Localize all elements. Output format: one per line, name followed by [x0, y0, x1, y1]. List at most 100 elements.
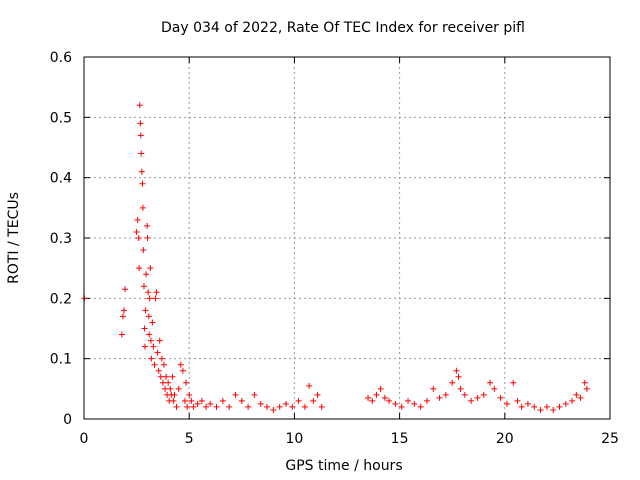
data-point: [171, 391, 178, 398]
data-point: [137, 120, 144, 127]
data-point: [146, 295, 153, 302]
data-point: [181, 397, 188, 404]
data-point: [531, 403, 538, 410]
data-point: [140, 247, 147, 254]
data-point: [151, 361, 158, 368]
data-point: [238, 397, 245, 404]
data-point: [139, 204, 146, 211]
y-tick-label: 0.5: [50, 110, 72, 126]
data-point: [301, 403, 308, 410]
data-point: [264, 403, 271, 410]
data-point: [183, 379, 190, 386]
data-point: [251, 391, 258, 398]
data-point: [169, 373, 176, 380]
data-point: [170, 397, 177, 404]
data-point: [194, 400, 201, 407]
data-point: [139, 180, 146, 187]
data-point: [177, 361, 184, 368]
data-point: [156, 337, 163, 344]
data-point: [136, 265, 143, 272]
y-axis-label: ROTI / TECUs: [6, 192, 22, 284]
y-tick-label: 0.2: [50, 291, 72, 307]
data-point: [453, 367, 460, 374]
data-point: [143, 271, 150, 278]
data-point: [137, 132, 144, 139]
data-point: [122, 286, 129, 293]
data-point: [138, 168, 145, 175]
scatter-points: [81, 102, 590, 413]
data-point: [135, 235, 142, 241]
data-point: [141, 325, 148, 332]
data-point: [190, 403, 197, 410]
data-point: [398, 403, 405, 410]
data-point: [213, 403, 220, 410]
data-point: [411, 400, 418, 407]
data-point: [386, 397, 393, 404]
data-point: [162, 385, 169, 392]
data-point: [417, 403, 424, 410]
data-point: [365, 394, 372, 401]
data-point: [138, 150, 145, 157]
data-point: [583, 385, 590, 392]
data-point: [145, 289, 152, 296]
data-point: [142, 343, 149, 350]
x-tick-label: 10: [285, 431, 303, 447]
y-tick-label: 0.6: [50, 50, 72, 66]
data-point: [153, 289, 160, 296]
data-point: [245, 403, 252, 410]
data-point: [155, 367, 162, 374]
data-point: [543, 403, 550, 410]
data-point: [142, 307, 149, 314]
data-point: [163, 373, 170, 380]
data-point: [149, 319, 156, 326]
x-axis-label: GPS time / hours: [285, 458, 402, 474]
y-tick-label: 0.1: [50, 352, 72, 368]
data-point: [449, 379, 456, 386]
data-point: [577, 394, 584, 401]
data-point: [232, 391, 239, 398]
data-point: [134, 216, 141, 223]
data-point: [188, 397, 195, 404]
data-point: [173, 403, 180, 410]
data-point: [537, 406, 544, 413]
data-point: [289, 403, 296, 410]
data-point: [226, 403, 233, 410]
x-tick-label: 0: [80, 431, 89, 447]
data-point: [423, 397, 430, 404]
data-point: [186, 391, 193, 398]
data-point: [257, 400, 264, 407]
data-point: [377, 385, 384, 392]
data-point: [569, 397, 576, 404]
data-point: [573, 391, 580, 398]
data-point: [158, 355, 165, 362]
data-point: [157, 373, 164, 380]
data-point: [145, 313, 152, 320]
y-tick-label: 0: [63, 412, 72, 428]
data-point: [118, 331, 125, 338]
data-point: [179, 367, 186, 374]
data-point: [524, 400, 531, 407]
data-point: [373, 391, 380, 398]
data-point: [146, 331, 153, 338]
data-point: [276, 403, 283, 410]
data-point: [461, 391, 468, 398]
data-point: [514, 397, 521, 404]
data-point: [480, 391, 487, 398]
data-point: [405, 397, 412, 404]
data-point: [270, 406, 277, 413]
data-point: [455, 373, 462, 380]
data-point: [550, 406, 557, 413]
data-point: [184, 403, 191, 410]
data-point: [562, 400, 569, 407]
data-point: [119, 313, 126, 320]
data-point: [120, 307, 127, 314]
data-point: [167, 385, 174, 392]
data-point: [140, 283, 147, 290]
data-point: [581, 379, 588, 386]
data-point: [314, 391, 321, 398]
data-point: [203, 403, 210, 410]
data-point: [556, 403, 563, 410]
data-point: [295, 397, 302, 404]
data-point: [154, 349, 161, 356]
